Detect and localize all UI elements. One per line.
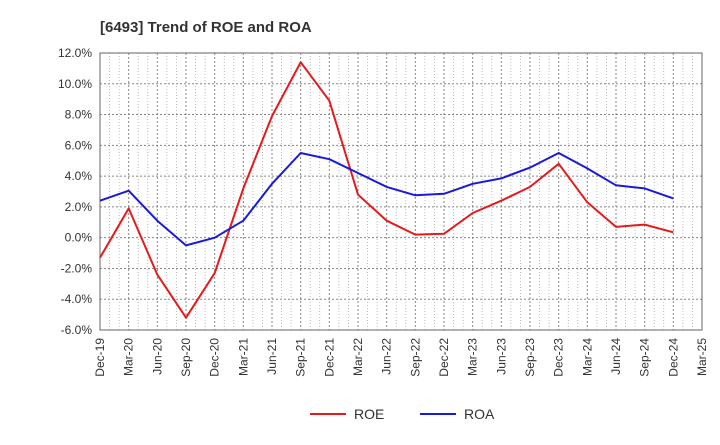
x-tick-label: Dec-21 (322, 338, 336, 377)
x-tick-label: Dec-24 (666, 338, 680, 377)
y-tick-label: -4.0% (61, 292, 93, 306)
legend: ROE ROA (310, 406, 495, 422)
x-tick-label: Jun-23 (494, 338, 508, 375)
y-tick-label: -2.0% (61, 261, 93, 275)
x-tick-label: Jun-20 (150, 338, 164, 375)
x-tick-label: Mar-22 (351, 338, 365, 376)
x-tick-label: Mar-25 (695, 338, 709, 376)
x-tick-label: Jun-21 (265, 338, 279, 375)
x-tick-label: Sep-22 (408, 338, 422, 377)
y-tick-label: -6.0% (61, 323, 93, 337)
x-tick-label: Mar-20 (122, 338, 136, 376)
axes (99, 52, 703, 331)
y-tick-label: 10.0% (58, 77, 92, 91)
legend-label-roa: ROA (464, 406, 495, 422)
y-tick-label: 4.0% (65, 169, 93, 183)
x-tick-label: Jun-22 (380, 338, 394, 375)
plot-border (99, 52, 703, 331)
x-tick-label: Mar-24 (580, 338, 594, 376)
x-axis-tick-labels: Dec-19 Mar-20 Jun-20 Sep-20 Dec-20 Mar-21 Jun-… (93, 338, 709, 377)
series-lines (99, 61, 674, 319)
legend-label-roe: ROE (354, 406, 384, 422)
x-tick-label: Sep-21 (294, 338, 308, 377)
x-tick-label: Sep-20 (179, 338, 193, 377)
x-tick-label: Mar-23 (466, 338, 480, 376)
y-tick-label: 12.0% (58, 46, 92, 60)
series-line-roa (99, 152, 674, 247)
series-line-roe (99, 61, 674, 319)
x-tick-label: Dec-20 (208, 338, 222, 377)
x-tick-label: Sep-24 (638, 338, 652, 377)
x-tick-label: Dec-19 (93, 338, 107, 377)
x-tick-label: Mar-21 (236, 338, 250, 376)
y-tick-label: 8.0% (65, 108, 93, 122)
y-tick-label: 0.0% (65, 231, 93, 245)
chart-title: [6493] Trend of ROE and ROA (100, 19, 312, 36)
x-tick-label: Sep-23 (523, 338, 537, 377)
x-tick-label: Dec-22 (437, 338, 451, 377)
y-tick-label: 6.0% (65, 138, 93, 152)
y-axis-tick-labels: 12.0% 10.0% 8.0% 6.0% 4.0% 2.0% 0.0% -2.0% -4.0%… (58, 46, 92, 337)
x-tick-label: Dec-23 (552, 338, 566, 377)
y-tick-label: 2.0% (65, 200, 93, 214)
x-tick-label: Jun-24 (609, 338, 623, 375)
